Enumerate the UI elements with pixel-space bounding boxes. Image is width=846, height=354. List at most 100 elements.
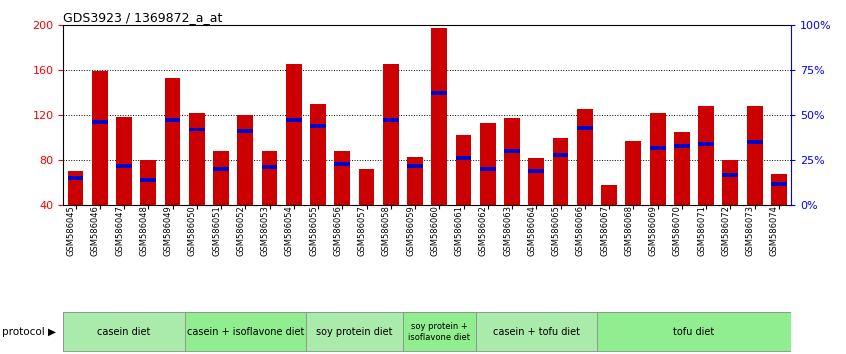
Text: GSM586070: GSM586070 (673, 205, 682, 256)
Text: soy protein +
isoflavone diet: soy protein + isoflavone diet (409, 322, 470, 342)
Text: GSM586061: GSM586061 (454, 205, 464, 256)
Bar (261, 165, 277, 169)
Bar (552, 153, 569, 157)
Bar (722, 173, 739, 177)
Bar (771, 174, 787, 205)
Bar (68, 176, 84, 180)
Bar (189, 113, 205, 205)
Text: GSM586045: GSM586045 (67, 205, 75, 256)
Text: GSM586062: GSM586062 (479, 205, 488, 256)
Bar (698, 106, 714, 205)
Bar (403, 312, 475, 352)
Bar (577, 109, 593, 205)
Bar (140, 160, 157, 205)
Text: tofu diet: tofu diet (673, 327, 715, 337)
Text: GSM586055: GSM586055 (309, 205, 318, 256)
Bar (698, 142, 714, 146)
Text: soy protein diet: soy protein diet (316, 327, 393, 337)
Bar (213, 167, 229, 171)
Bar (286, 64, 302, 205)
Bar (238, 115, 253, 205)
Bar (116, 164, 132, 167)
Bar (747, 140, 762, 144)
Text: GSM586046: GSM586046 (91, 205, 100, 256)
Bar (63, 312, 184, 352)
Bar (674, 132, 689, 205)
Text: GSM586056: GSM586056 (333, 205, 343, 256)
Bar (504, 119, 520, 205)
Bar (334, 162, 350, 166)
Bar (456, 135, 471, 205)
Text: GSM586064: GSM586064 (527, 205, 536, 256)
Text: GSM586060: GSM586060 (431, 205, 439, 256)
Bar (261, 151, 277, 205)
Bar (747, 106, 762, 205)
Bar (184, 312, 306, 352)
Bar (68, 171, 84, 205)
Bar (213, 151, 229, 205)
Bar (597, 312, 791, 352)
Bar (475, 312, 597, 352)
Bar (116, 117, 132, 205)
Text: GSM586049: GSM586049 (163, 205, 173, 256)
Bar (431, 91, 448, 95)
Text: GSM586068: GSM586068 (624, 205, 634, 256)
Bar (407, 164, 423, 167)
Text: GSM586065: GSM586065 (552, 205, 561, 256)
Text: GSM586066: GSM586066 (576, 205, 585, 256)
Text: GSM586072: GSM586072 (722, 205, 730, 256)
Bar (165, 78, 180, 205)
Bar (722, 160, 739, 205)
Bar (306, 312, 403, 352)
Bar (92, 120, 107, 124)
Text: GSM586057: GSM586057 (358, 205, 366, 256)
Bar (602, 185, 617, 205)
Bar (625, 141, 641, 205)
Text: casein + tofu diet: casein + tofu diet (493, 327, 580, 337)
Text: GSM586073: GSM586073 (745, 205, 755, 256)
Text: GSM586063: GSM586063 (503, 205, 512, 256)
Text: GSM586051: GSM586051 (212, 205, 221, 256)
Text: casein diet: casein diet (97, 327, 151, 337)
Text: GSM586048: GSM586048 (140, 205, 148, 256)
Text: GSM586059: GSM586059 (406, 205, 415, 256)
Text: GSM586054: GSM586054 (285, 205, 294, 256)
Text: protocol ▶: protocol ▶ (2, 327, 56, 337)
Bar (238, 129, 253, 133)
Bar (456, 156, 471, 160)
Bar (359, 169, 375, 205)
Bar (383, 64, 398, 205)
Text: casein + isoflavone diet: casein + isoflavone diet (187, 327, 304, 337)
Bar (650, 145, 666, 149)
Text: GSM586067: GSM586067 (600, 205, 609, 256)
Bar (165, 119, 180, 122)
Bar (529, 158, 544, 205)
Bar (189, 127, 205, 131)
Text: GSM586071: GSM586071 (697, 205, 706, 256)
Text: GSM586069: GSM586069 (649, 205, 657, 256)
Bar (771, 182, 787, 185)
Bar (480, 167, 496, 171)
Bar (577, 126, 593, 130)
Bar (504, 149, 520, 153)
Bar (650, 113, 666, 205)
Bar (480, 123, 496, 205)
Bar (552, 138, 569, 205)
Text: GDS3923 / 1369872_a_at: GDS3923 / 1369872_a_at (63, 11, 222, 24)
Text: GSM586058: GSM586058 (382, 205, 391, 256)
Bar (674, 144, 689, 148)
Bar (383, 119, 398, 122)
Bar (286, 119, 302, 122)
Text: GSM586052: GSM586052 (236, 205, 245, 256)
Text: GSM586053: GSM586053 (261, 205, 270, 256)
Bar (407, 157, 423, 205)
Bar (140, 178, 157, 182)
Bar (529, 169, 544, 173)
Bar (92, 71, 107, 205)
Bar (334, 151, 350, 205)
Text: GSM586047: GSM586047 (115, 205, 124, 256)
Text: GSM586050: GSM586050 (188, 205, 197, 256)
Text: GSM586074: GSM586074 (770, 205, 779, 256)
Bar (310, 124, 326, 128)
Bar (431, 28, 448, 205)
